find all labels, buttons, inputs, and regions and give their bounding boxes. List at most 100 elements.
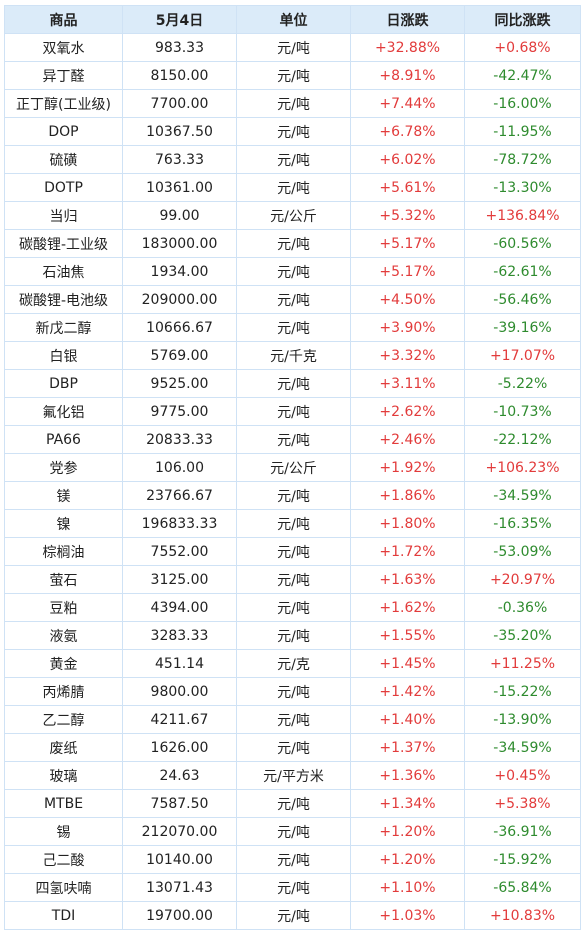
cell-yoy-change: -15.92%: [464, 845, 581, 874]
cell-unit: 元/吨: [236, 845, 351, 874]
cell-commodity: 乙二醇: [4, 705, 123, 734]
cell-unit: 元/吨: [236, 173, 351, 202]
cell-unit: 元/吨: [236, 873, 351, 902]
cell-price: 9525.00: [122, 369, 237, 398]
cell-price: 183000.00: [122, 229, 237, 258]
cell-yoy-change: +5.38%: [464, 789, 581, 818]
cell-unit: 元/吨: [236, 593, 351, 622]
cell-daily-change: +7.44%: [350, 89, 465, 118]
header-daily-change: 日涨跌: [350, 5, 465, 34]
cell-price: 3125.00: [122, 565, 237, 594]
cell-daily-change: +3.90%: [350, 313, 465, 342]
cell-daily-change: +5.32%: [350, 201, 465, 230]
cell-daily-change: +4.50%: [350, 285, 465, 314]
cell-commodity: 四氢呋喃: [4, 873, 123, 902]
cell-price: 763.33: [122, 145, 237, 174]
cell-unit: 元/吨: [236, 901, 351, 930]
cell-daily-change: +2.46%: [350, 425, 465, 454]
table-row: 丙烯腈 9800.00 元/吨 +1.42% -15.22%: [4, 677, 581, 706]
cell-yoy-change: -13.30%: [464, 173, 581, 202]
table-row: DOTP 10361.00 元/吨 +5.61% -13.30%: [4, 173, 581, 202]
cell-commodity: 白银: [4, 341, 123, 370]
cell-yoy-change: +17.07%: [464, 341, 581, 370]
cell-commodity: 棕榈油: [4, 537, 123, 566]
table-row: 新戊二醇 10666.67 元/吨 +3.90% -39.16%: [4, 313, 581, 342]
cell-daily-change: +1.37%: [350, 733, 465, 762]
cell-price: 212070.00: [122, 817, 237, 846]
cell-commodity: 正丁醇(工业级): [4, 89, 123, 118]
cell-yoy-change: +0.45%: [464, 761, 581, 790]
cell-price: 20833.33: [122, 425, 237, 454]
table-row: 废纸 1626.00 元/吨 +1.37% -34.59%: [4, 733, 581, 762]
cell-commodity: MTBE: [4, 789, 123, 818]
cell-commodity: 硫磺: [4, 145, 123, 174]
cell-price: 9775.00: [122, 397, 237, 426]
cell-unit: 元/公斤: [236, 453, 351, 482]
cell-yoy-change: -78.72%: [464, 145, 581, 174]
table-row: PA66 20833.33 元/吨 +2.46% -22.12%: [4, 425, 581, 454]
cell-price: 10361.00: [122, 173, 237, 202]
cell-yoy-change: -34.59%: [464, 733, 581, 762]
table-row: DBP 9525.00 元/吨 +3.11% -5.22%: [4, 369, 581, 398]
cell-commodity: 锡: [4, 817, 123, 846]
cell-daily-change: +6.78%: [350, 117, 465, 146]
cell-commodity: 萤石: [4, 565, 123, 594]
table-row: 锡 212070.00 元/吨 +1.20% -36.91%: [4, 817, 581, 846]
cell-yoy-change: -42.47%: [464, 61, 581, 90]
table-header-row: 商品 5月4日 单位 日涨跌 同比涨跌: [4, 5, 581, 34]
cell-yoy-change: -16.00%: [464, 89, 581, 118]
header-commodity: 商品: [4, 5, 123, 34]
cell-price: 1934.00: [122, 257, 237, 286]
cell-daily-change: +1.36%: [350, 761, 465, 790]
cell-price: 99.00: [122, 201, 237, 230]
cell-unit: 元/吨: [236, 313, 351, 342]
cell-price: 983.33: [122, 33, 237, 62]
cell-commodity: 异丁醛: [4, 61, 123, 90]
cell-daily-change: +3.11%: [350, 369, 465, 398]
commodity-price-table: 商品 5月4日 单位 日涨跌 同比涨跌 双氧水 983.33 元/吨 +32.88% +…: [4, 5, 581, 930]
cell-commodity: 液氨: [4, 621, 123, 650]
header-unit: 单位: [236, 5, 351, 34]
cell-daily-change: +1.92%: [350, 453, 465, 482]
cell-daily-change: +1.10%: [350, 873, 465, 902]
table-row: 己二酸 10140.00 元/吨 +1.20% -15.92%: [4, 845, 581, 874]
cell-price: 5769.00: [122, 341, 237, 370]
cell-unit: 元/吨: [236, 705, 351, 734]
cell-unit: 元/吨: [236, 285, 351, 314]
table-row: 当归 99.00 元/公斤 +5.32% +136.84%: [4, 201, 581, 230]
cell-yoy-change: -53.09%: [464, 537, 581, 566]
cell-price: 196833.33: [122, 509, 237, 538]
cell-commodity: 双氧水: [4, 33, 123, 62]
cell-daily-change: +1.86%: [350, 481, 465, 510]
cell-commodity: 氟化铝: [4, 397, 123, 426]
cell-price: 7587.50: [122, 789, 237, 818]
table-row: 党参 106.00 元/公斤 +1.92% +106.23%: [4, 453, 581, 482]
table-row: 石油焦 1934.00 元/吨 +5.17% -62.61%: [4, 257, 581, 286]
cell-unit: 元/吨: [236, 425, 351, 454]
cell-yoy-change: -39.16%: [464, 313, 581, 342]
cell-commodity: 黄金: [4, 649, 123, 678]
cell-price: 106.00: [122, 453, 237, 482]
header-yoy-change: 同比涨跌: [464, 5, 581, 34]
cell-daily-change: +1.40%: [350, 705, 465, 734]
table-body: 双氧水 983.33 元/吨 +32.88% +0.68% 异丁醛 8150.00 元/吨 +8…: [4, 33, 581, 930]
cell-unit: 元/吨: [236, 117, 351, 146]
cell-yoy-change: -60.56%: [464, 229, 581, 258]
cell-commodity: 党参: [4, 453, 123, 482]
cell-unit: 元/吨: [236, 397, 351, 426]
cell-yoy-change: -36.91%: [464, 817, 581, 846]
cell-commodity: 豆粕: [4, 593, 123, 622]
cell-commodity: 碳酸锂-工业级: [4, 229, 123, 258]
cell-unit: 元/吨: [236, 61, 351, 90]
cell-commodity: DOTP: [4, 173, 123, 202]
cell-price: 19700.00: [122, 901, 237, 930]
cell-daily-change: +1.72%: [350, 537, 465, 566]
cell-price: 4394.00: [122, 593, 237, 622]
cell-yoy-change: -35.20%: [464, 621, 581, 650]
table-row: 异丁醛 8150.00 元/吨 +8.91% -42.47%: [4, 61, 581, 90]
table-row: 黄金 451.14 元/克 +1.45% +11.25%: [4, 649, 581, 678]
cell-unit: 元/平方米: [236, 761, 351, 790]
cell-yoy-change: -5.22%: [464, 369, 581, 398]
cell-yoy-change: -13.90%: [464, 705, 581, 734]
cell-yoy-change: -22.12%: [464, 425, 581, 454]
